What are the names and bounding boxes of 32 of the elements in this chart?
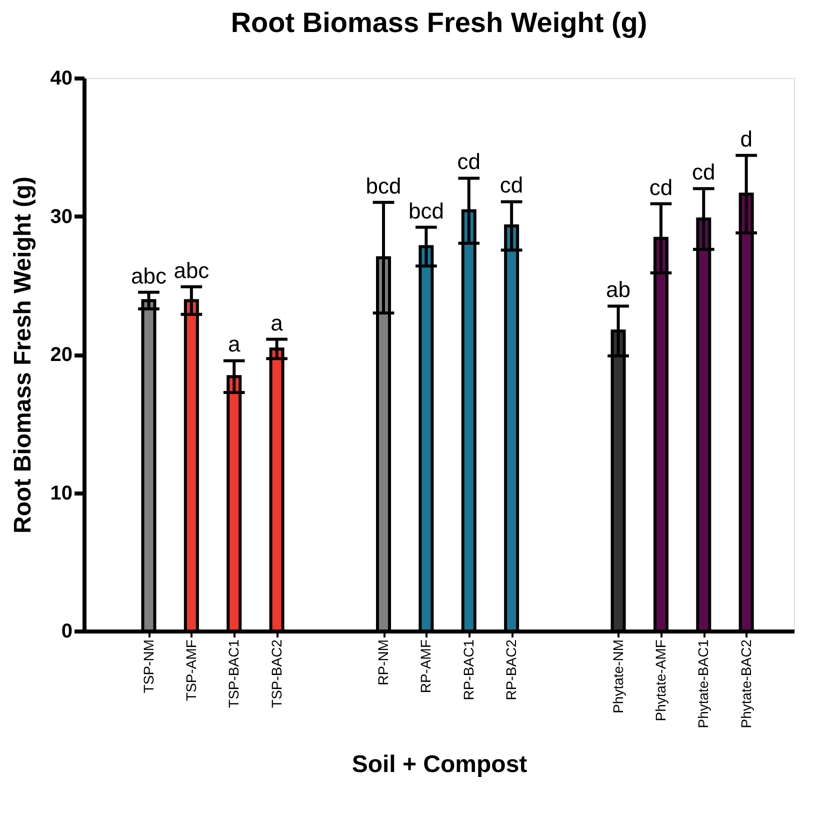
y-tick-label: 40 [50,68,72,90]
x-tick-label: TSP-BAC1 [226,639,242,708]
x-tick-label: Phytate-BAC1 [695,639,712,728]
x-axis-title: Soil + Compost [352,751,528,778]
x-tick-label: RP-NM [375,640,392,686]
y-tick-label: 20 [50,344,72,366]
y-axis-title: Root Biomass Fresh Weight (g) [9,176,36,534]
annotation: cd [457,149,481,174]
annotation: abc [174,258,210,283]
annotation: bcd [366,173,402,198]
annotation: cd [692,160,716,185]
x-tick-label: Phytate-BAC2 [738,639,754,728]
annotation: cd [649,174,673,200]
y-tick-label: 30 [50,206,72,228]
y-tick-label: 0 [61,620,72,642]
annotation: d [740,126,752,152]
annotation: ab [606,277,631,302]
annotation: a [270,310,284,336]
annotation: a [228,332,241,357]
annotation: abc [131,263,166,288]
x-tick-label: RP-BAC2 [503,639,520,700]
x-tick-label: TSP-AMF [182,640,199,701]
annotation: cd [500,172,524,198]
annotation: bcd [408,198,444,224]
x-tick-label: Phytate-AMF [652,640,668,722]
x-tick-label: Phytate-NM [610,640,626,714]
x-tick-label: TSP-BAC2 [268,639,284,708]
y-tick-label: 10 [50,482,72,504]
x-tick-label: RP-BAC1 [460,639,476,700]
chart-title: Root Biomass Fresh Weight (g) [230,7,648,38]
x-tick-label: RP-AMF [418,640,434,694]
x-tick-label: TSP-NM [140,640,156,694]
